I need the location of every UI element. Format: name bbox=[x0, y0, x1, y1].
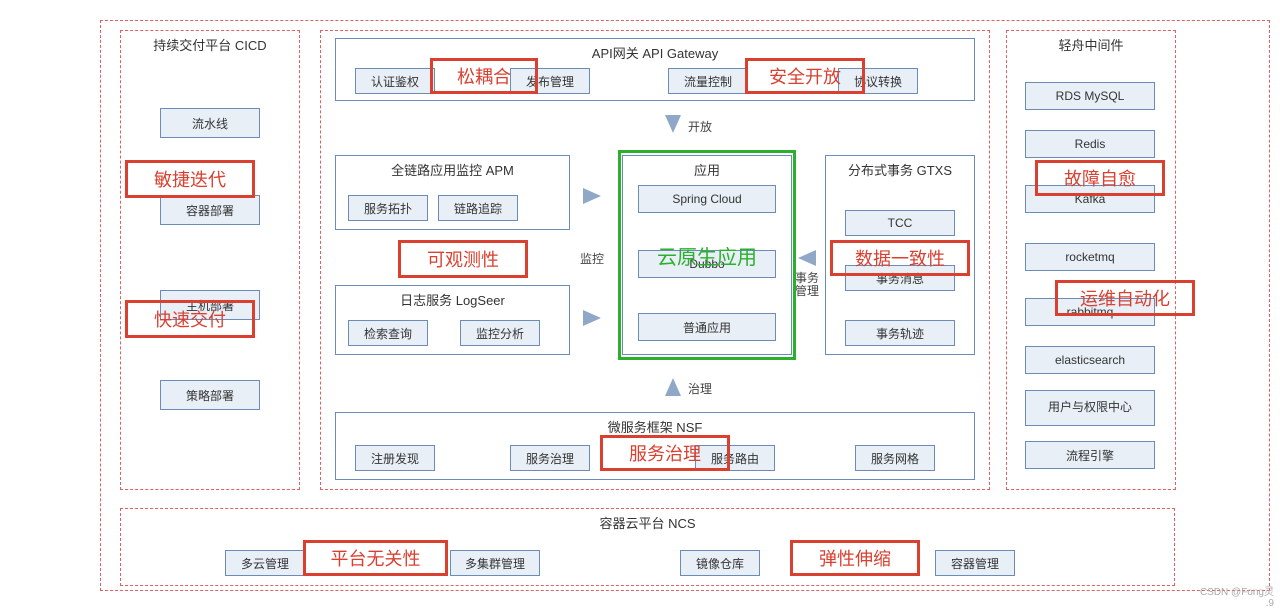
label-monitor: 监控 bbox=[580, 250, 604, 267]
ncs-item-2: 镜像仓库 bbox=[680, 550, 760, 576]
cicd-panel: 持续交付平台 CICD bbox=[120, 30, 300, 490]
mw-item-7: 流程引擎 bbox=[1025, 441, 1155, 469]
cicd-item-0: 流水线 bbox=[160, 108, 260, 138]
apm-title: 全链路应用监控 APM bbox=[336, 156, 569, 183]
log-item-0: 检索查询 bbox=[348, 320, 428, 346]
nsf-item-1: 服务治理 bbox=[510, 445, 590, 471]
api-gateway-title: API网关 API Gateway bbox=[336, 39, 974, 66]
app-item-2: 普通应用 bbox=[638, 313, 776, 341]
gtxs-item-1: 事务消息 bbox=[845, 265, 955, 291]
gw-item-0: 认证鉴权 bbox=[355, 68, 435, 94]
label-txmgr: 事务 管理 bbox=[795, 272, 819, 298]
log-item-1: 监控分析 bbox=[460, 320, 540, 346]
mw-item-2: Kafka bbox=[1025, 185, 1155, 213]
gtxs-item-0: TCC bbox=[845, 210, 955, 236]
arrow-mon-1 bbox=[583, 188, 601, 204]
app-title: 应用 bbox=[623, 156, 791, 183]
cicd-item-1: 容器部署 bbox=[160, 195, 260, 225]
gw-item-3: 协议转换 bbox=[838, 68, 918, 94]
arrow-mon-2 bbox=[583, 310, 601, 326]
gw-item-2: 流量控制 bbox=[668, 68, 748, 94]
cicd-item-2: 主机部署 bbox=[160, 290, 260, 320]
app-item-0: Spring Cloud bbox=[638, 185, 776, 213]
nsf-item-2: 服务路由 bbox=[695, 445, 775, 471]
cicd-item-3: 策略部署 bbox=[160, 380, 260, 410]
nsf-item-0: 注册发现 bbox=[355, 445, 435, 471]
mw-item-6: 用户与权限中心 bbox=[1025, 390, 1155, 426]
apm-item-0: 服务拓扑 bbox=[348, 195, 428, 221]
ncs-item-0: 多云管理 bbox=[225, 550, 305, 576]
label-open: 开放 bbox=[688, 118, 712, 135]
ncs-item-3: 容器管理 bbox=[935, 550, 1015, 576]
mw-item-3: rocketmq bbox=[1025, 243, 1155, 271]
apm-item-1: 链路追踪 bbox=[438, 195, 518, 221]
mw-item-0: RDS MySQL bbox=[1025, 82, 1155, 110]
ncs-item-1: 多集群管理 bbox=[450, 550, 540, 576]
gw-item-1: 发布管理 bbox=[510, 68, 590, 94]
ncs-title: 容器云平台 NCS bbox=[121, 509, 1174, 536]
mw-item-5: elasticsearch bbox=[1025, 346, 1155, 374]
logseer-title: 日志服务 LogSeer bbox=[336, 286, 569, 313]
mw-item-1: Redis bbox=[1025, 130, 1155, 158]
gtxs-title: 分布式事务 GTXS bbox=[826, 156, 974, 183]
cicd-title: 持续交付平台 CICD bbox=[121, 31, 299, 58]
nsf-item-3: 服务网格 bbox=[855, 445, 935, 471]
watermark: CSDN @Fong灵 .9 bbox=[1200, 583, 1274, 609]
app-item-1: Dubbo bbox=[638, 250, 776, 278]
arrow-govern bbox=[665, 378, 681, 396]
label-govern: 治理 bbox=[688, 380, 712, 397]
gtxs-item-2: 事务轨迹 bbox=[845, 320, 955, 346]
middleware-title: 轻舟中间件 bbox=[1007, 31, 1175, 58]
mw-item-4: rabbitmq bbox=[1025, 298, 1155, 326]
arrow-open bbox=[665, 115, 681, 133]
arrow-txmgr bbox=[798, 250, 816, 266]
nsf-title: 微服务框架 NSF bbox=[336, 413, 974, 440]
